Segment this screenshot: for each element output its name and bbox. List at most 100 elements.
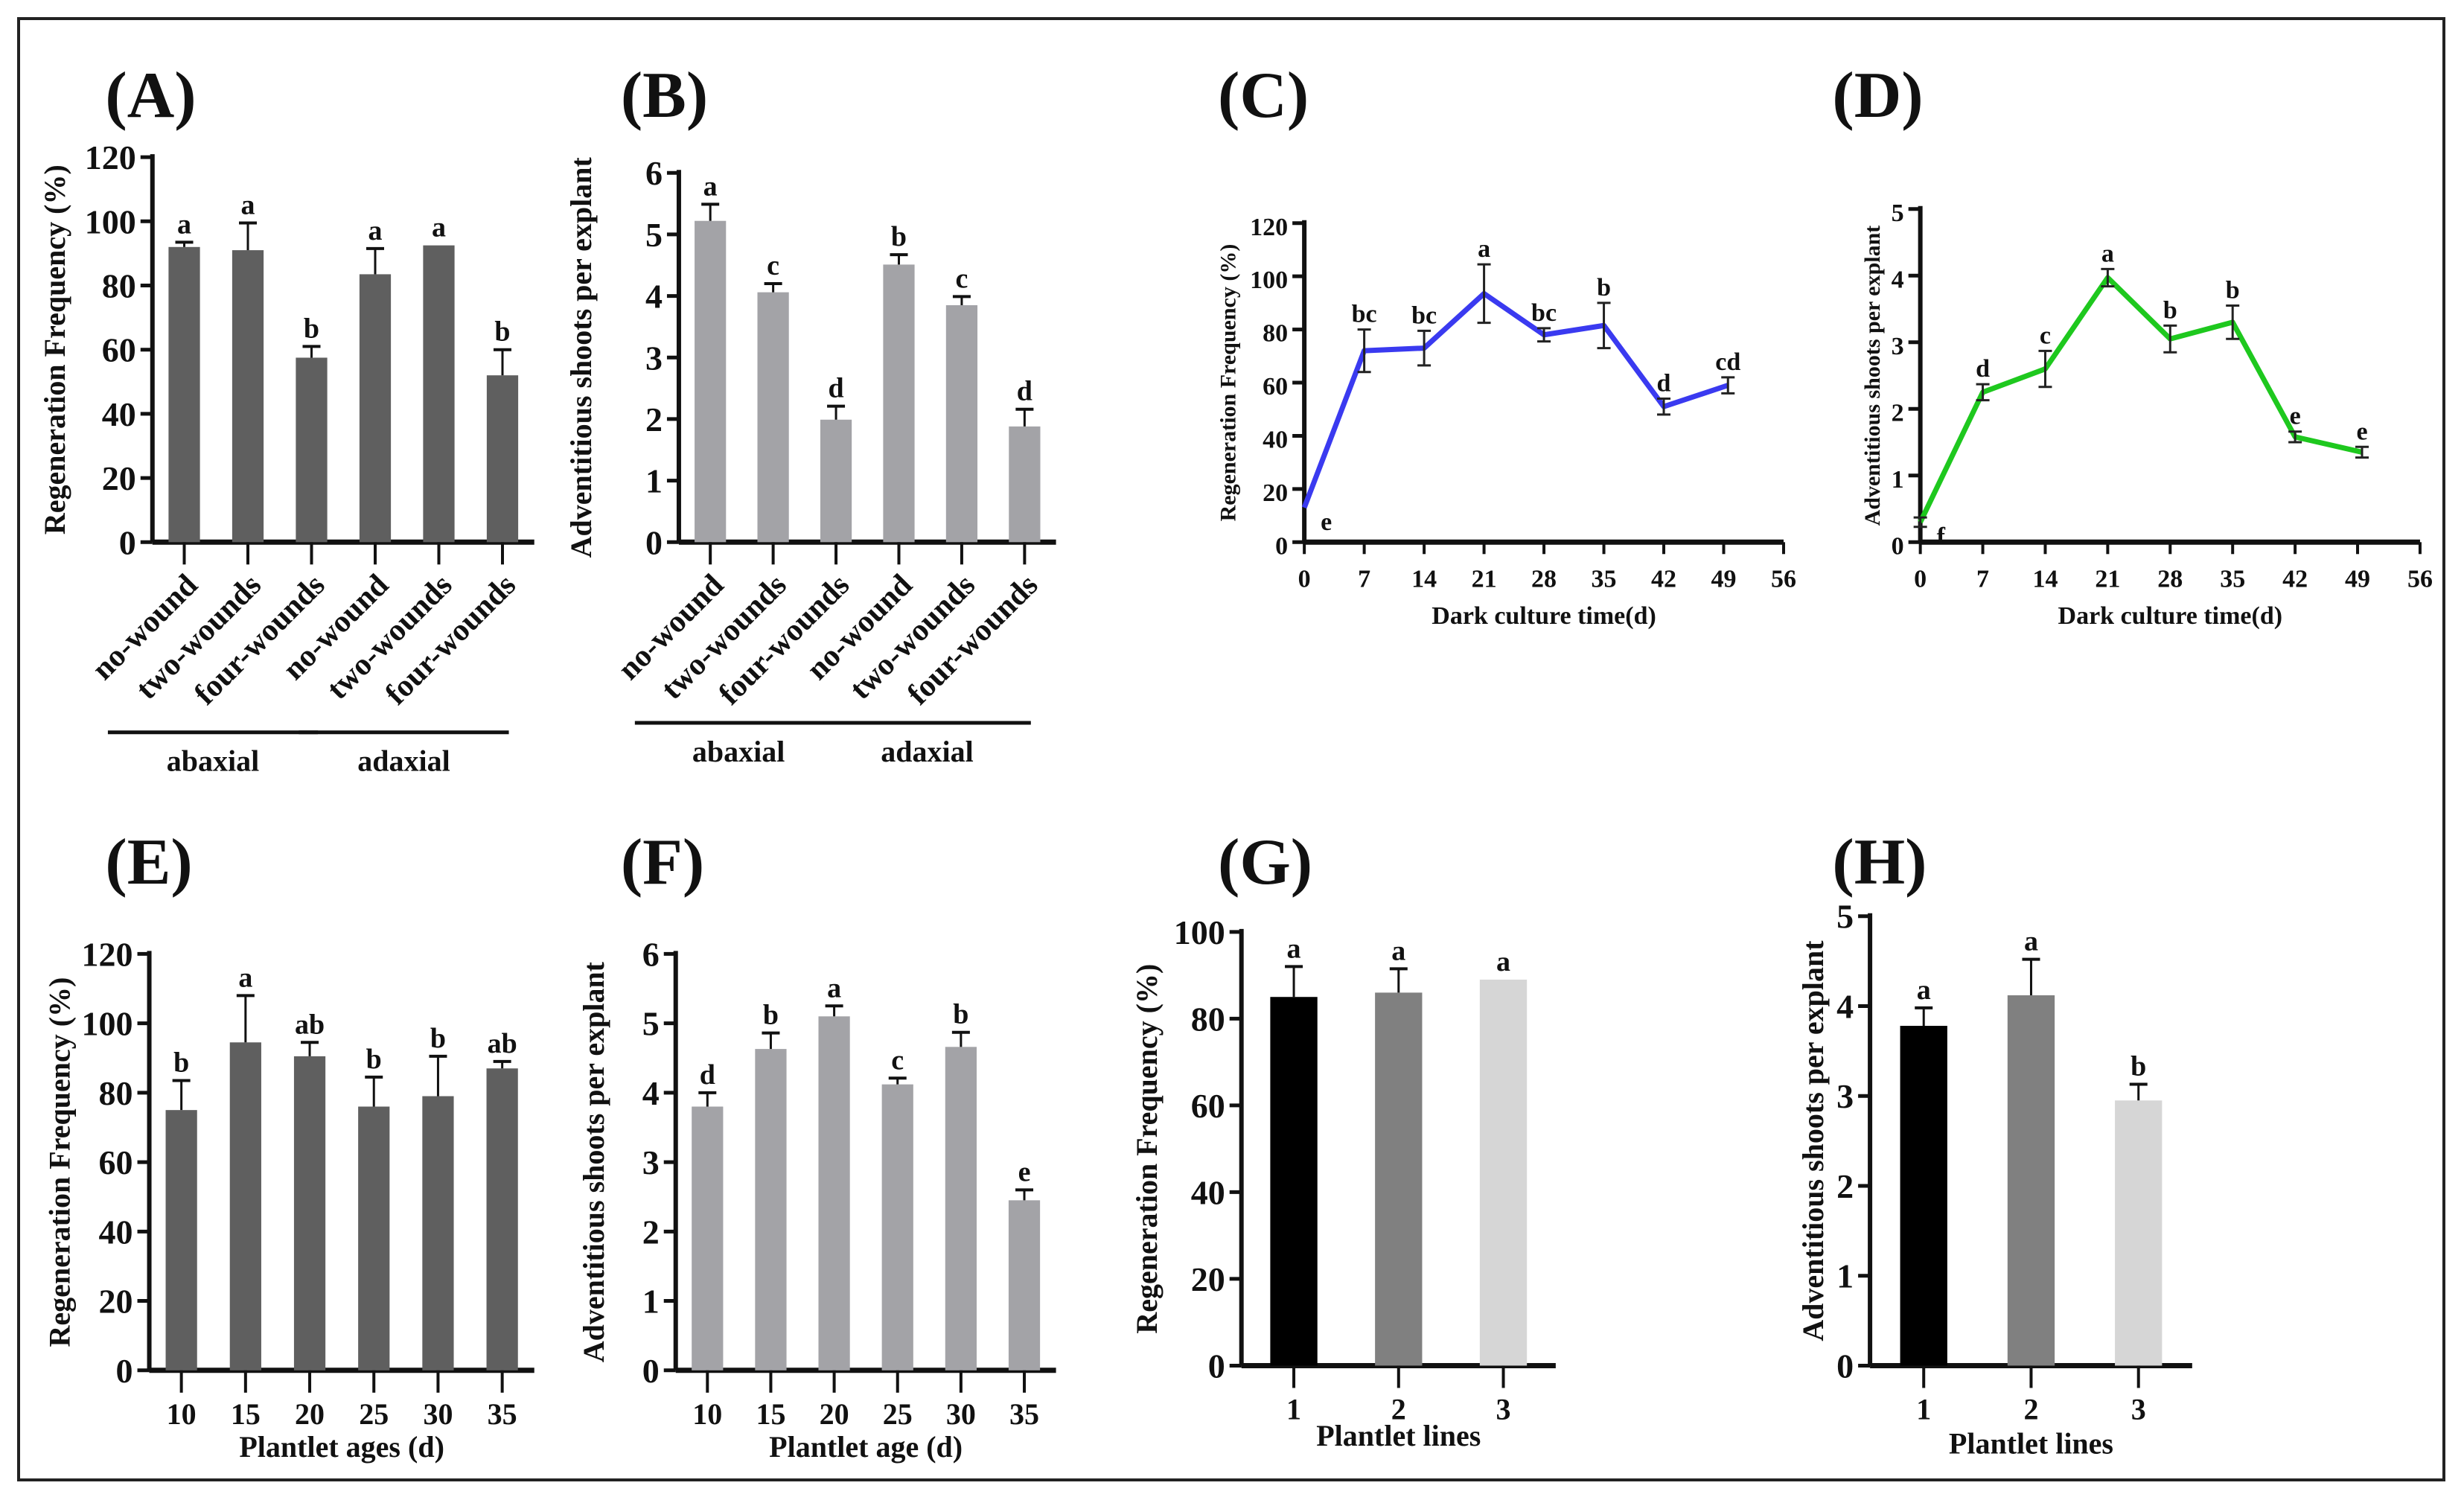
y-tick-label: 3	[1836, 1077, 1854, 1115]
significance-letter: a	[827, 972, 841, 1003]
bar	[820, 419, 852, 543]
significance-letter: b	[2163, 296, 2177, 324]
x-tick-label: 35	[2220, 565, 2245, 593]
y-tick-label: 100	[82, 1005, 133, 1043]
bar	[1900, 1026, 1947, 1366]
y-axis-label: Adventitious shoots per explant	[577, 961, 610, 1362]
y-tick-label: 0	[1892, 532, 1904, 560]
y-tick-label: 80	[1191, 1000, 1225, 1038]
x-axis-label: Plantlet lines	[1949, 1427, 2113, 1461]
y-tick-label: 0	[1208, 1347, 1225, 1385]
y-tick-label: 40	[99, 1213, 133, 1251]
bar	[358, 1106, 390, 1370]
significance-letter: b	[430, 1023, 446, 1054]
significance-letter: e	[1018, 1156, 1031, 1187]
significance-letter: b	[366, 1044, 382, 1075]
significance-letter: b	[763, 1000, 779, 1031]
y-tick-label: 4	[1836, 987, 1854, 1025]
bar	[486, 375, 519, 543]
y-tick-label: 100	[1250, 267, 1288, 294]
x-tick-label: 35	[1592, 565, 1617, 593]
y-tick-label: 20	[99, 1283, 133, 1321]
significance-letter: b	[891, 221, 907, 252]
significance-letter: ab	[295, 1009, 325, 1040]
x-tick-label: 21	[1472, 565, 1497, 593]
x-tick-label: 7	[1976, 565, 1989, 593]
y-tick-label: 80	[102, 267, 136, 304]
y-tick-label: 0	[642, 1352, 660, 1390]
y-axis-label: Regeneration Frequency (%)	[42, 977, 76, 1347]
group-label: abaxial	[692, 735, 785, 768]
y-tick-label: 20	[102, 459, 136, 497]
y-tick-label: 40	[102, 395, 136, 433]
y-axis-label: Regeneration Frequency (%)	[1130, 964, 1164, 1334]
bar	[168, 246, 200, 543]
significance-letter: c	[955, 263, 968, 294]
significance-letter: a	[241, 189, 255, 220]
bar	[1009, 426, 1041, 543]
panel-label: (D)	[1832, 60, 1923, 132]
bar	[1270, 997, 1318, 1366]
y-axis-label: Adventitious shoots per explant	[1796, 940, 1830, 1341]
significance-letter: bc	[1411, 301, 1437, 329]
significance-letter: b	[2226, 277, 2240, 304]
bar	[293, 1056, 326, 1370]
x-axis-label: Dark culture time(d)	[2058, 602, 2283, 630]
bar	[881, 1084, 913, 1370]
x-tick-label: 15	[756, 1397, 785, 1431]
significance-letter: bc	[1352, 301, 1377, 328]
group-label: abaxial	[167, 744, 259, 778]
bar	[692, 1106, 724, 1370]
group-label: adaxial	[881, 735, 973, 768]
significance-letter: b	[953, 999, 968, 1030]
significance-letter: cd	[1715, 348, 1740, 376]
significance-letter: d	[1976, 355, 1990, 383]
bar	[2007, 995, 2055, 1366]
x-tick-label: 49	[2345, 565, 2370, 593]
significance-letter: b	[494, 316, 510, 348]
y-tick-label: 1	[1836, 1257, 1854, 1295]
y-tick-label: 1	[1892, 466, 1904, 494]
significance-letter: b	[1597, 274, 1611, 301]
significance-letter: a	[1391, 935, 1405, 966]
bar	[423, 245, 455, 543]
x-tick-label: 1	[1286, 1392, 1301, 1426]
x-tick-label: 49	[1711, 565, 1737, 593]
x-axis-label: Plantlet ages (d)	[239, 1430, 444, 1464]
y-tick-label: 0	[119, 523, 136, 561]
bar	[232, 250, 264, 543]
bar	[945, 304, 978, 543]
panel-d: (D) 0 1 2 3 4 5 Adventitious shoots per explant…	[1832, 60, 2433, 630]
panel-c: (C) 0 20 40 60 80 100 120 Regeneration Frequency…	[1216, 60, 1796, 630]
x-axis-label: Plantlet age (d)	[769, 1430, 963, 1464]
bar	[1375, 992, 1423, 1366]
x-axis-label: Plantlet lines	[1316, 1419, 1481, 1452]
x-tick-label: 30	[423, 1397, 453, 1431]
x-tick-label: 10	[692, 1397, 722, 1431]
significance-letter: a	[177, 208, 191, 240]
significance-letter: b	[304, 313, 319, 344]
y-tick-label: 6	[645, 154, 663, 192]
y-tick-label: 2	[1892, 399, 1904, 427]
significance-letter: c	[891, 1044, 904, 1076]
x-tick-label: 20	[820, 1397, 849, 1431]
panel-label: (E)	[105, 826, 192, 899]
y-tick-label: 4	[642, 1074, 660, 1112]
x-tick-label: 20	[295, 1397, 325, 1431]
y-axis-label: Regeneration Frequency (%)	[38, 165, 71, 534]
y-tick-label: 5	[1892, 200, 1904, 227]
x-tick-label: 1	[1916, 1392, 1931, 1426]
y-axis-label: Adventitious shoots per explant	[564, 156, 598, 558]
x-tick-label: 0	[1298, 565, 1311, 593]
x-tick-label: 2	[2023, 1392, 2038, 1426]
y-tick-label: 0	[1836, 1347, 1854, 1385]
x-tick-label: 25	[883, 1397, 913, 1431]
y-tick-label: 4	[1892, 266, 1904, 293]
bar	[883, 264, 915, 543]
y-tick-label: 5	[642, 1005, 660, 1043]
significance-letter: a	[703, 170, 718, 202]
significance-letter: a	[1478, 235, 1490, 263]
